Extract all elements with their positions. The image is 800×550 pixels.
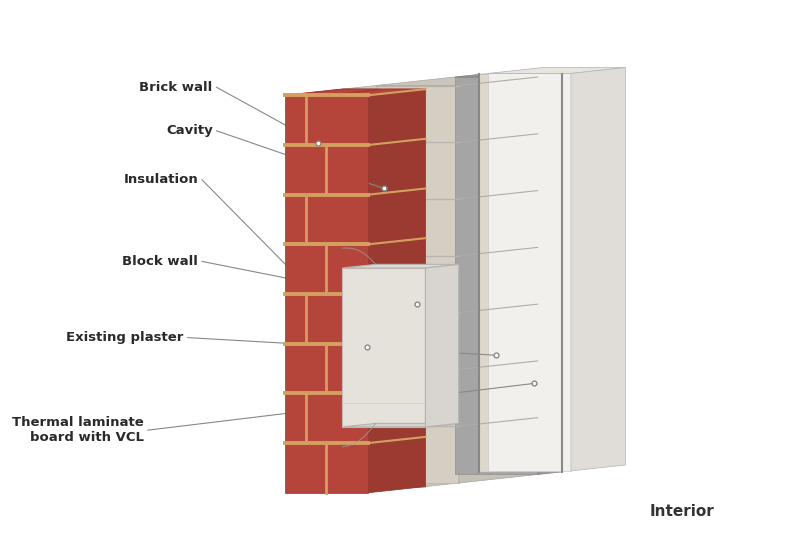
Polygon shape — [285, 95, 368, 493]
Polygon shape — [328, 89, 426, 95]
Polygon shape — [342, 265, 458, 268]
Polygon shape — [479, 74, 562, 472]
Text: Thermal laminate
board with VCL: Thermal laminate board with VCL — [13, 416, 144, 444]
Polygon shape — [285, 89, 382, 95]
Polygon shape — [488, 68, 626, 74]
Polygon shape — [538, 74, 562, 475]
Polygon shape — [571, 68, 626, 471]
Text: Existing plaster: Existing plaster — [66, 331, 184, 344]
Polygon shape — [342, 86, 458, 89]
Polygon shape — [342, 268, 426, 427]
Polygon shape — [342, 424, 458, 427]
Text: Block wall: Block wall — [122, 255, 198, 268]
Text: Brick wall: Brick wall — [139, 81, 213, 94]
Polygon shape — [368, 89, 426, 493]
Polygon shape — [426, 86, 458, 487]
Polygon shape — [426, 265, 458, 427]
Polygon shape — [376, 77, 538, 86]
Text: Interior: Interior — [650, 504, 714, 519]
Text: Insulation: Insulation — [123, 173, 198, 186]
Polygon shape — [376, 86, 458, 483]
Polygon shape — [454, 74, 562, 77]
Text: Cavity: Cavity — [166, 124, 213, 137]
Polygon shape — [285, 89, 426, 95]
Polygon shape — [488, 74, 571, 471]
Polygon shape — [458, 77, 538, 483]
Polygon shape — [454, 77, 538, 475]
Polygon shape — [342, 89, 426, 487]
